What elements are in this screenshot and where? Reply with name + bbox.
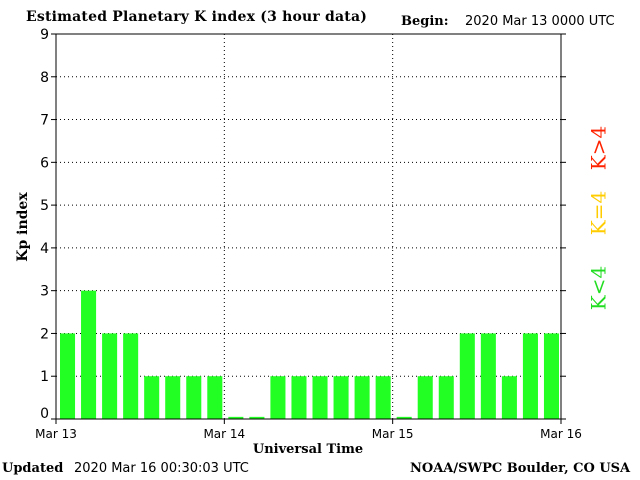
kp-bar bbox=[333, 376, 349, 419]
legend-label: K=4 bbox=[587, 191, 611, 235]
kp-bar bbox=[543, 333, 559, 419]
y-tick-label: 5 bbox=[40, 198, 49, 214]
x-tick-label: Mar 14 bbox=[203, 427, 245, 441]
kp-bar bbox=[459, 333, 475, 419]
y-tick-label: 9 bbox=[40, 27, 49, 43]
updated-timestamp: 2020 Mar 16 00:30:03 UTC bbox=[74, 461, 249, 476]
x-tick-label: Mar 13 bbox=[35, 427, 77, 441]
y-tick-label: 7 bbox=[40, 113, 49, 129]
kp-bar bbox=[144, 376, 160, 419]
source-credit: NOAA/SWPC Boulder, CO USA bbox=[410, 461, 631, 476]
kp-bar bbox=[102, 333, 118, 419]
kp-bar bbox=[438, 376, 454, 419]
kp-bar bbox=[312, 376, 328, 419]
kp-bar bbox=[291, 376, 307, 419]
legend-label: K<4 bbox=[587, 266, 611, 310]
legend-label: K>4 bbox=[587, 126, 611, 170]
begin-value: 2020 Mar 13 0000 UTC bbox=[465, 14, 615, 29]
kp-bar bbox=[207, 376, 223, 419]
y-axis-label: Kp index bbox=[15, 192, 31, 262]
x-tick-label: Mar 16 bbox=[540, 427, 582, 441]
chart-title: Estimated Planetary K index (3 hour data… bbox=[26, 9, 368, 25]
kp-bar bbox=[501, 376, 517, 419]
kp-bar bbox=[81, 290, 97, 419]
kp-bar bbox=[396, 416, 412, 419]
kp-bar bbox=[522, 333, 538, 419]
kp-bar bbox=[165, 376, 181, 419]
y-tick-label: 1 bbox=[40, 369, 49, 385]
kp-bar bbox=[249, 416, 265, 419]
y-tick-label: 0 bbox=[40, 406, 49, 422]
x-axis-label: Universal Time bbox=[253, 442, 363, 457]
y-tick-label: 2 bbox=[40, 326, 49, 342]
kp-bar bbox=[375, 376, 391, 419]
begin-label: Begin: bbox=[401, 14, 449, 29]
x-tick-label: Mar 15 bbox=[372, 427, 414, 441]
kp-bar bbox=[270, 376, 286, 419]
plot-frame bbox=[55, 33, 562, 420]
kp-bar bbox=[60, 333, 76, 419]
kp-bar bbox=[480, 333, 496, 419]
kp-bar bbox=[354, 376, 370, 419]
kp-bar bbox=[228, 416, 244, 419]
kp-bar bbox=[417, 376, 433, 419]
updated-label: Updated bbox=[2, 461, 64, 476]
y-tick-label: 8 bbox=[40, 70, 49, 86]
y-tick-label: 6 bbox=[40, 155, 49, 171]
kp-bar bbox=[186, 376, 202, 419]
y-tick-label: 4 bbox=[40, 241, 49, 257]
kp-bar bbox=[123, 333, 139, 419]
y-tick-label: 3 bbox=[40, 284, 49, 300]
